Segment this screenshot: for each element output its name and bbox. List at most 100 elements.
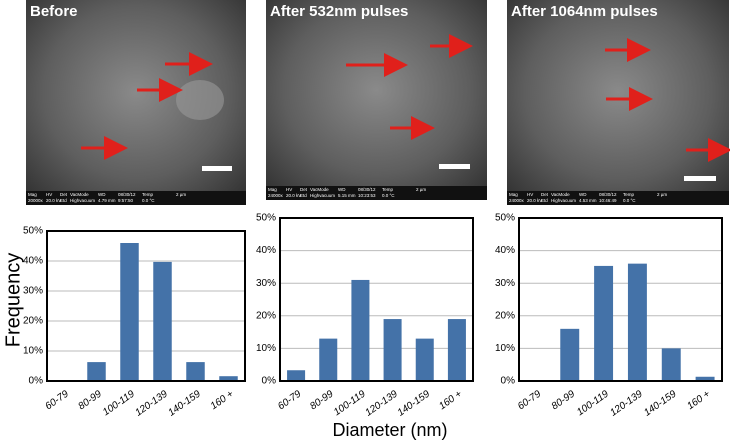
info-header: Temp bbox=[382, 187, 394, 192]
y-tick-label: 0% bbox=[501, 376, 516, 387]
scale-label: 2 µm bbox=[416, 187, 426, 192]
x-tick-label: 140-159 bbox=[166, 388, 203, 418]
bar bbox=[87, 362, 106, 381]
bar bbox=[186, 362, 205, 381]
info-value: 20.0 kV bbox=[527, 198, 542, 203]
x-tick-label: 120-139 bbox=[133, 388, 170, 418]
x-tick-label: 120-139 bbox=[363, 388, 400, 418]
y-tick-label: 10% bbox=[256, 343, 276, 354]
y-tick-label: 20% bbox=[495, 310, 515, 321]
y-tick-label: 50% bbox=[495, 213, 515, 224]
info-header: WD bbox=[338, 187, 346, 192]
info-header: 08/30/12 bbox=[358, 187, 376, 192]
bar bbox=[120, 243, 139, 381]
info-value: Highvacuum bbox=[310, 193, 335, 198]
info-header: Det bbox=[300, 187, 308, 192]
info-value: Etd bbox=[300, 193, 307, 198]
y-tick-label: 20% bbox=[256, 310, 276, 321]
particle bbox=[176, 80, 224, 120]
info-header: Temp bbox=[142, 192, 154, 197]
y-tick-label: 40% bbox=[23, 256, 43, 267]
image-title: After 1064nm pulses bbox=[511, 3, 658, 20]
y-tick-label: 0% bbox=[29, 376, 44, 387]
info-value: 4.53 mm bbox=[579, 198, 597, 203]
info-value: 10:46:49 bbox=[599, 198, 617, 203]
x-tick-label: 160 + bbox=[209, 389, 236, 413]
info-value: 0.0 °C bbox=[623, 198, 636, 203]
plot-frame bbox=[518, 217, 723, 382]
x-tick-label: 60-79 bbox=[276, 388, 304, 412]
info-value: 24000x bbox=[268, 193, 284, 198]
info-value: Etd bbox=[60, 198, 67, 203]
x-axis-label: Diameter (nm) bbox=[332, 420, 447, 440]
scale-label: 2 µm bbox=[176, 192, 186, 197]
image-title: Before bbox=[30, 3, 78, 20]
bar bbox=[287, 370, 306, 381]
info-header: Mag bbox=[28, 192, 37, 197]
y-tick-label: 50% bbox=[256, 213, 276, 224]
info-header: VacMode bbox=[310, 187, 329, 192]
sem-images bbox=[26, 0, 730, 205]
x-tick-label: 80-99 bbox=[550, 388, 578, 412]
info-value: 5.15 mm bbox=[338, 193, 356, 198]
info-header: HV bbox=[46, 192, 52, 197]
bar bbox=[447, 319, 466, 381]
sem-image bbox=[507, 0, 729, 205]
y-tick-label: 10% bbox=[495, 343, 515, 354]
info-value: Highvacuum bbox=[551, 198, 576, 203]
y-tick-label: 40% bbox=[495, 245, 515, 256]
y-tick-label: 50% bbox=[23, 226, 43, 237]
info-value: 4.79 mm bbox=[98, 198, 116, 203]
info-header: Temp bbox=[623, 192, 635, 197]
scale-bars bbox=[202, 164, 716, 181]
x-tick-label: 80-99 bbox=[76, 388, 104, 412]
info-header: WD bbox=[579, 192, 587, 197]
bar bbox=[695, 376, 715, 381]
info-bar bbox=[266, 186, 487, 200]
y-tick-label: 30% bbox=[256, 278, 276, 289]
info-value: Etd bbox=[541, 198, 548, 203]
info-header: Det bbox=[541, 192, 549, 197]
info-header: 08/30/12 bbox=[118, 192, 136, 197]
bar bbox=[319, 338, 338, 381]
x-tick-label: 60-79 bbox=[43, 388, 71, 412]
y-tick-label: 30% bbox=[495, 278, 515, 289]
info-header: HV bbox=[286, 187, 292, 192]
info-value: 20.0 kV bbox=[46, 198, 61, 203]
bar bbox=[351, 279, 370, 381]
bar bbox=[661, 348, 681, 381]
plot-frame bbox=[279, 217, 474, 382]
bar bbox=[383, 319, 402, 381]
info-value: 24000x bbox=[509, 198, 525, 203]
x-tick-label: 120-139 bbox=[608, 388, 645, 418]
x-tick-label: 160 + bbox=[685, 389, 712, 413]
y-tick-label: 10% bbox=[23, 346, 43, 357]
x-tick-label: 60-79 bbox=[516, 388, 544, 412]
bar bbox=[560, 328, 580, 381]
info-header: HV bbox=[527, 192, 533, 197]
plot-frame bbox=[46, 230, 246, 382]
info-header: WD bbox=[98, 192, 106, 197]
info-bar bbox=[507, 191, 729, 205]
info-header: Mag bbox=[509, 192, 518, 197]
info-value: 9:57:50 bbox=[118, 198, 134, 203]
info-header: VacMode bbox=[551, 192, 570, 197]
image-title: After 532nm pulses bbox=[270, 3, 408, 20]
info-value: 10:23:53 bbox=[358, 193, 376, 198]
y-axis-label: Frequency bbox=[2, 253, 24, 348]
info-bar bbox=[26, 191, 246, 205]
y-tick-label: 0% bbox=[262, 376, 277, 387]
info-value: 0.0 °C bbox=[142, 198, 155, 203]
scale-label: 2 µm bbox=[657, 192, 667, 197]
info-header: Det bbox=[60, 192, 68, 197]
info-header: Mag bbox=[268, 187, 277, 192]
sem-image bbox=[266, 0, 487, 200]
y-tick-label: 20% bbox=[23, 316, 43, 327]
info-value: 20.0 kV bbox=[286, 193, 301, 198]
x-tick-label: 140-159 bbox=[642, 388, 679, 418]
bar bbox=[153, 261, 172, 381]
info-value: 0.0 °C bbox=[382, 193, 395, 198]
x-tick-label: 160 + bbox=[437, 389, 464, 413]
bar bbox=[594, 265, 614, 381]
info-value: Highvacuum bbox=[70, 198, 95, 203]
